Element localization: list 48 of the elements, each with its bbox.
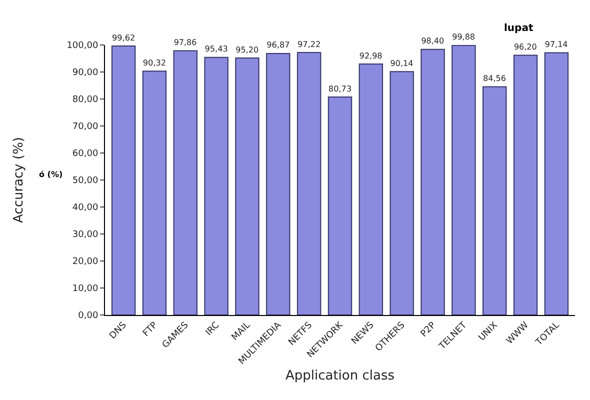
data-label: 90,32 xyxy=(142,57,166,68)
bar xyxy=(173,50,198,315)
data-label: 97,22 xyxy=(297,38,321,49)
bar xyxy=(142,70,167,315)
y-tick-label: 20,00 xyxy=(72,257,98,268)
x-tick-label: P2P xyxy=(419,320,438,340)
y-tick-label: 0,00 xyxy=(78,311,98,322)
bar xyxy=(296,52,322,315)
text: ó (%) xyxy=(39,170,63,179)
bar xyxy=(420,48,445,315)
bar xyxy=(390,71,414,315)
data-label: 90,14 xyxy=(390,58,414,68)
bar xyxy=(544,52,569,315)
y-tick-label: 90,00 xyxy=(72,68,98,78)
bar xyxy=(266,52,290,315)
bar xyxy=(235,57,260,315)
y-tick-label: 100,00 xyxy=(66,41,98,52)
data-label: 95,43 xyxy=(204,44,228,54)
data-label: 99,88 xyxy=(452,32,476,42)
y-tick-label: 40,00 xyxy=(72,203,98,214)
bar xyxy=(328,96,352,315)
y-tick-label: 50,00 xyxy=(72,176,98,186)
bar xyxy=(452,45,476,315)
data-label: 99,62 xyxy=(112,32,136,42)
text: lupat xyxy=(504,23,534,34)
data-label: 97,86 xyxy=(174,38,197,48)
y-tick-label: 30,00 xyxy=(72,230,98,240)
bar xyxy=(482,86,507,315)
bar xyxy=(111,46,136,315)
data-label: 95,20 xyxy=(236,45,259,54)
data-label: 98,40 xyxy=(421,36,444,46)
x-tick-label: FTP xyxy=(141,320,160,339)
y-tick-label: 10,00 xyxy=(72,284,98,294)
data-label: 80,73 xyxy=(328,83,352,94)
data-label: 96,20 xyxy=(514,42,537,52)
bar xyxy=(204,56,228,315)
y-tick-label: 80,00 xyxy=(72,95,98,106)
data-label: 92,98 xyxy=(359,51,382,60)
data-label: 84,56 xyxy=(483,74,506,84)
x-axis-title: Application class xyxy=(285,368,395,384)
bar xyxy=(358,63,384,315)
bar xyxy=(513,54,538,315)
data-label: 97,14 xyxy=(544,40,568,50)
y-axis-title: Accuracy (%) xyxy=(12,137,27,223)
y-tick-label: 60,00 xyxy=(72,149,98,160)
y-tick-label: 70,00 xyxy=(72,122,98,132)
x-tick-label: IRC xyxy=(204,320,222,338)
data-label: 96,87 xyxy=(266,40,290,50)
